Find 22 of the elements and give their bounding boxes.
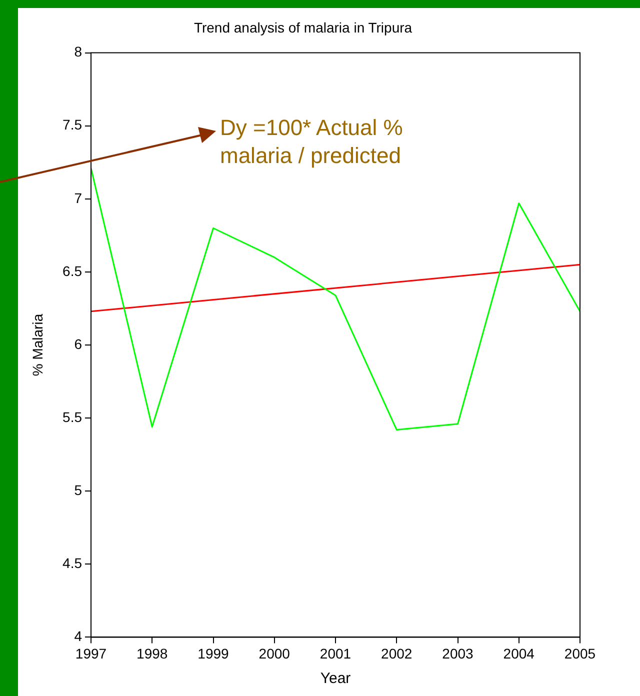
x-tick-label: 1997 <box>75 645 107 662</box>
y-tick-label: 4 <box>74 628 82 644</box>
x-tick-label: 2002 <box>381 645 412 662</box>
annotation: Dy =100* Actual % malaria / predicted <box>220 114 404 170</box>
y-tick-label: 5 <box>74 482 82 498</box>
x-tick-label: 2004 <box>503 645 535 662</box>
x-tick-label: 1998 <box>136 645 168 662</box>
y-axis-title: % Malaria <box>29 314 46 376</box>
y-tick-label: 7 <box>74 190 82 206</box>
x-tick-label: 2005 <box>564 645 596 662</box>
y-tick-label: 6 <box>74 336 82 352</box>
y-tick-label: 4.5 <box>62 555 82 572</box>
y-tick-label: 8 <box>74 44 82 60</box>
y-tick-label: 5.5 <box>62 408 82 425</box>
x-tick-label: 2003 <box>442 645 474 662</box>
y-tick-label: 7.5 <box>62 116 82 133</box>
x-tick-label: 2000 <box>258 645 290 662</box>
x-axis-title: Year <box>320 670 351 688</box>
x-tick-label: 1999 <box>198 645 230 662</box>
x-tick-label: 2001 <box>320 645 352 662</box>
y-tick-label: 6.5 <box>62 262 82 279</box>
chart-title: Trend analysis of malaria in Tripura <box>194 19 412 36</box>
